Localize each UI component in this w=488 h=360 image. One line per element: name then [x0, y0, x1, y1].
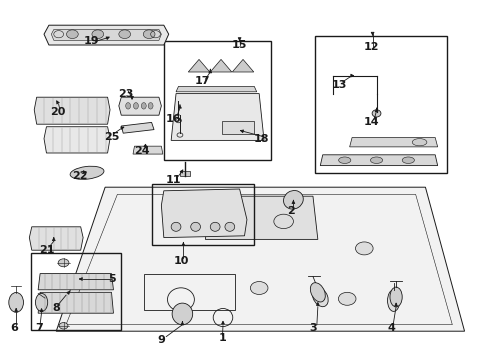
Ellipse shape — [310, 283, 325, 302]
Ellipse shape — [283, 190, 303, 209]
Ellipse shape — [148, 103, 153, 109]
Text: 16: 16 — [165, 114, 181, 124]
Polygon shape — [38, 274, 113, 290]
Ellipse shape — [171, 222, 181, 231]
Polygon shape — [232, 59, 253, 72]
Circle shape — [119, 30, 130, 39]
Text: 25: 25 — [103, 132, 119, 142]
Ellipse shape — [371, 110, 380, 117]
Polygon shape — [161, 189, 246, 238]
Text: 3: 3 — [308, 323, 316, 333]
Text: 23: 23 — [118, 89, 134, 99]
Polygon shape — [34, 97, 110, 124]
Circle shape — [355, 242, 372, 255]
Polygon shape — [171, 94, 264, 140]
Circle shape — [166, 212, 185, 227]
Polygon shape — [38, 292, 113, 313]
Text: 13: 13 — [331, 80, 347, 90]
Bar — [222, 121, 254, 134]
Text: 20: 20 — [50, 107, 65, 117]
Bar — [315, 36, 447, 173]
Text: 24: 24 — [134, 146, 149, 156]
Ellipse shape — [59, 323, 68, 329]
Bar — [151, 184, 254, 245]
Text: 11: 11 — [165, 175, 181, 185]
Polygon shape — [188, 59, 209, 72]
Text: 19: 19 — [84, 36, 100, 46]
Ellipse shape — [386, 290, 399, 311]
Ellipse shape — [389, 287, 401, 307]
Text: 2: 2 — [286, 206, 294, 216]
Ellipse shape — [133, 103, 138, 109]
Ellipse shape — [125, 103, 130, 109]
Polygon shape — [349, 138, 437, 147]
Circle shape — [92, 30, 103, 39]
Text: 10: 10 — [173, 256, 188, 266]
Text: 12: 12 — [363, 42, 379, 52]
Ellipse shape — [58, 259, 69, 267]
Text: 15: 15 — [231, 40, 247, 50]
Polygon shape — [51, 30, 161, 40]
Polygon shape — [121, 122, 154, 133]
Text: 14: 14 — [363, 117, 379, 127]
Text: 18: 18 — [253, 134, 269, 144]
Text: 8: 8 — [52, 303, 60, 313]
Ellipse shape — [9, 292, 23, 312]
Text: 7: 7 — [35, 323, 43, 333]
Bar — [180, 171, 189, 176]
Ellipse shape — [312, 287, 327, 307]
Text: 17: 17 — [195, 76, 210, 86]
Ellipse shape — [401, 157, 414, 163]
Ellipse shape — [141, 103, 146, 109]
Polygon shape — [44, 25, 168, 45]
Text: 22: 22 — [72, 171, 87, 181]
Ellipse shape — [210, 222, 220, 231]
Polygon shape — [176, 86, 256, 92]
Text: 1: 1 — [218, 333, 226, 343]
Ellipse shape — [70, 166, 104, 179]
Ellipse shape — [338, 157, 350, 163]
Circle shape — [338, 292, 355, 305]
Circle shape — [66, 30, 78, 39]
Text: 6: 6 — [10, 323, 18, 333]
Polygon shape — [320, 155, 437, 166]
Ellipse shape — [224, 222, 234, 231]
Polygon shape — [210, 59, 231, 72]
Polygon shape — [205, 196, 317, 239]
Polygon shape — [133, 146, 163, 154]
Ellipse shape — [36, 293, 48, 311]
Bar — [144, 274, 234, 310]
Polygon shape — [44, 127, 110, 153]
Ellipse shape — [172, 303, 192, 325]
Polygon shape — [56, 187, 464, 331]
Circle shape — [143, 30, 155, 39]
Ellipse shape — [370, 157, 382, 163]
Ellipse shape — [411, 139, 426, 146]
Bar — [163, 41, 271, 160]
Bar — [31, 253, 121, 330]
Text: 21: 21 — [39, 245, 54, 255]
Text: 9: 9 — [157, 335, 165, 345]
Polygon shape — [29, 227, 83, 250]
Text: 4: 4 — [386, 323, 394, 333]
Circle shape — [273, 214, 293, 229]
Circle shape — [250, 282, 267, 294]
Text: 5: 5 — [108, 274, 116, 284]
Polygon shape — [119, 97, 161, 115]
Ellipse shape — [190, 222, 200, 231]
